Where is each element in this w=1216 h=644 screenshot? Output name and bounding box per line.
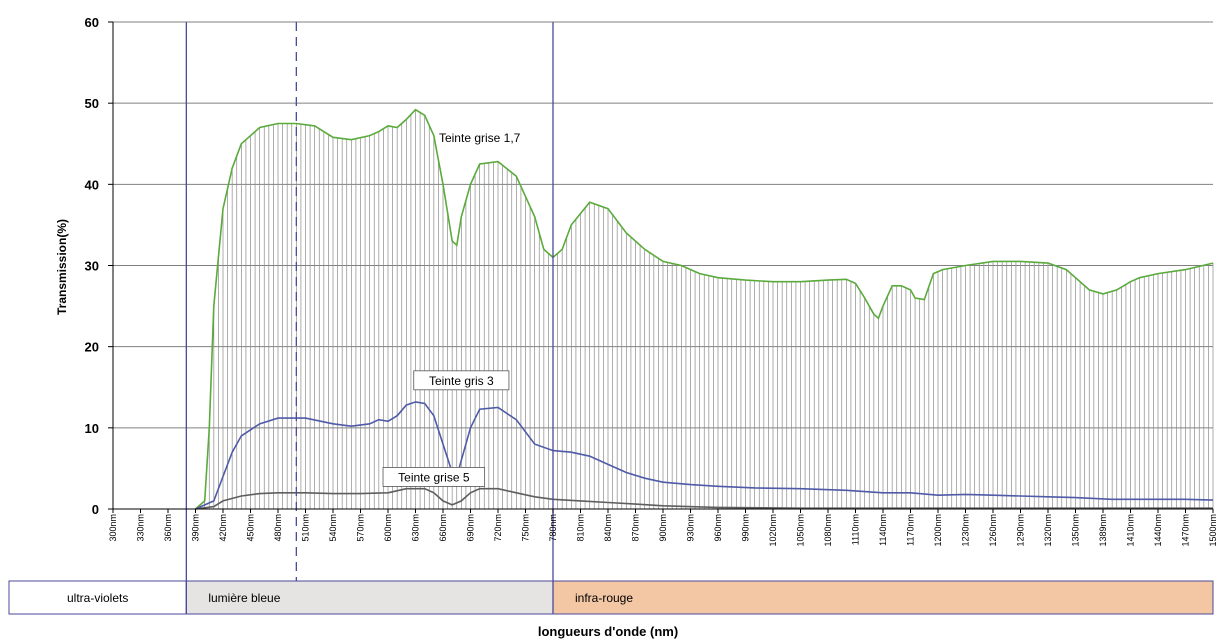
- band-label-0: ultra-violets: [67, 591, 128, 605]
- x-tick-label: 330nm: [136, 514, 146, 542]
- y-axis-label: Transmission(%): [55, 219, 69, 315]
- x-tick-label: 870nm: [631, 514, 641, 542]
- y-tick-label: 10: [85, 421, 99, 436]
- x-tick-label: 390nm: [191, 514, 201, 542]
- band-0: [8, 580, 187, 615]
- hatch-lines: [199, 109, 1214, 509]
- y-tick-label: 20: [85, 340, 99, 355]
- band-label-2: infra-rouge: [575, 591, 633, 605]
- x-tick-label: 1350nm: [1071, 514, 1081, 547]
- x-tick-label: 420nm: [218, 514, 228, 542]
- x-tick-label: 1440nm: [1153, 514, 1163, 547]
- series-line-1: [195, 401, 1214, 510]
- x-tick-label: 660nm: [438, 514, 448, 542]
- x-axis-label: longueurs d'onde (nm): [538, 624, 678, 639]
- band-2: [552, 580, 1214, 615]
- x-tick-label: 1170nm: [906, 514, 916, 546]
- series-line-2: [195, 487, 1213, 510]
- x-tick-label: 1470nm: [1181, 514, 1191, 547]
- x-tick-label: 1020nm: [768, 514, 778, 547]
- x-tick-label: 720nm: [493, 514, 503, 542]
- x-tick-label: 450nm: [246, 514, 256, 542]
- x-tick-label: 690nm: [466, 514, 476, 542]
- series-lines: [194, 108, 1214, 510]
- x-tick-labels: 300nm 330nm 360nm 390nm 420nm 450nm 480nm 510nm…: [108, 509, 1216, 547]
- x-tick-label: 630nm: [411, 514, 421, 542]
- x-tick-label: 570nm: [356, 514, 366, 542]
- x-tick-label: 600nm: [383, 514, 393, 542]
- y-tick-label: 50: [85, 96, 99, 111]
- x-tick-label: 1080nm: [823, 514, 833, 547]
- x-tick-label: 930nm: [686, 514, 696, 542]
- x-tick-label: 780nm: [548, 514, 558, 542]
- x-tick-label: 960nm: [713, 514, 723, 542]
- x-tick-label: 1410nm: [1126, 514, 1136, 547]
- y-tick-labels: 0 10 20 30 40 50 60: [85, 15, 113, 517]
- annotation-label-2: Teinte grise 5: [398, 470, 470, 484]
- x-tick-label: 840nm: [603, 514, 613, 542]
- y-tick-label: 40: [85, 177, 99, 192]
- x-tick-label: 1050nm: [796, 514, 806, 547]
- spectral-bands: ultra-violets lumière bleue infra-rouge: [8, 580, 1214, 615]
- x-tick-label: 1500nm: [1208, 514, 1216, 547]
- x-tick-label: 990nm: [741, 514, 751, 542]
- x-tick-label: 1230nm: [961, 514, 971, 547]
- x-tick-label: 540nm: [328, 514, 338, 542]
- band-label-1: lumière bleue: [208, 591, 280, 605]
- x-tick-label: 1389nm: [1098, 514, 1108, 547]
- y-tick-label: 0: [92, 502, 99, 517]
- x-tick-label: 1260nm: [988, 514, 998, 547]
- x-tick-label: 510nm: [301, 514, 311, 542]
- x-tick-label: 1140nm: [878, 514, 888, 546]
- x-tick-label: 900nm: [658, 514, 668, 542]
- x-tick-label: 300nm: [108, 514, 118, 542]
- annotation-box-1: [413, 370, 510, 391]
- x-tick-label: 360nm: [163, 514, 173, 542]
- series-line-0: [194, 108, 1214, 510]
- x-tick-label: 1110nm: [851, 514, 861, 545]
- annotation-box-2: [382, 467, 486, 487]
- x-tick-label: 480nm: [273, 514, 283, 542]
- annotation-label-1: Teinte gris 3: [429, 374, 494, 388]
- x-tick-label: 1320nm: [1043, 514, 1053, 547]
- x-tick-label: 810nm: [576, 514, 586, 542]
- annotation-label-0: Teinte grise 1,7: [439, 131, 521, 145]
- x-tick-label: 1200nm: [933, 514, 943, 547]
- band-1: [185, 580, 554, 615]
- series-annotations: Teinte grise 1,7 Teinte gris 3 Teinte gris…: [382, 131, 521, 487]
- vertical-markers: [185, 22, 554, 614]
- y-tick-label: 60: [85, 15, 99, 30]
- x-tick-label: 1290nm: [1016, 514, 1026, 547]
- x-tick-label: 750nm: [521, 514, 531, 542]
- y-tick-label: 30: [85, 259, 99, 274]
